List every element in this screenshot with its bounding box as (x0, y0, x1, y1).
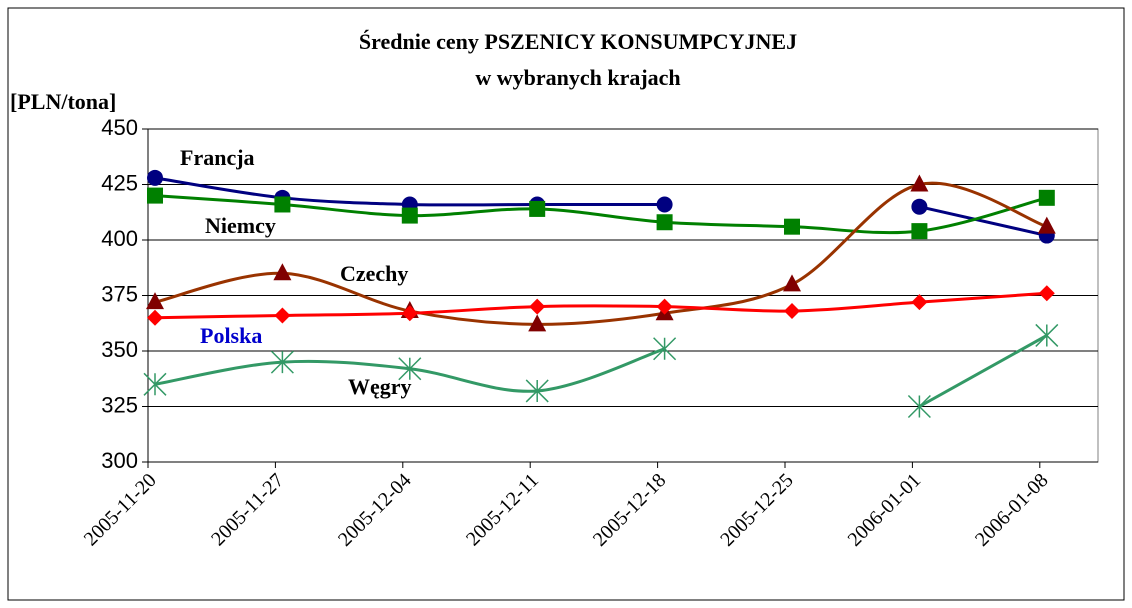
marker (1037, 216, 1056, 234)
marker (146, 292, 164, 310)
marker (273, 263, 292, 281)
y-tick-label: 300 (101, 448, 138, 473)
series-line (154, 291, 1047, 320)
marker (1038, 285, 1055, 302)
marker (907, 394, 931, 419)
series-line (154, 194, 1048, 235)
y-axis-label: [PLN/tona] (10, 89, 116, 114)
chart-subtitle: w wybranych krajach (475, 65, 680, 90)
marker (147, 309, 163, 326)
marker (401, 305, 418, 322)
y-tick-label: 425 (101, 170, 138, 195)
series-line (154, 181, 1048, 326)
series-line (918, 334, 1048, 408)
series-label: Niemcy (205, 213, 276, 238)
marker (784, 303, 800, 320)
marker (1038, 189, 1055, 206)
marker (1035, 323, 1059, 347)
marker (401, 207, 418, 224)
marker (274, 307, 291, 324)
marker (656, 196, 673, 213)
marker (656, 214, 673, 231)
y-tick-label: 325 (101, 392, 138, 417)
y-tick-label: 375 (101, 281, 138, 306)
y-tick-label: 450 (101, 115, 138, 140)
chart-title: Średnie ceny PSZENICY KONSUMPCYJNEJ (359, 29, 797, 54)
marker (525, 379, 549, 403)
marker (911, 198, 928, 215)
marker (147, 169, 163, 186)
marker (274, 196, 291, 213)
marker (911, 223, 928, 240)
marker (784, 218, 800, 235)
marker (656, 298, 673, 315)
marker (529, 200, 546, 217)
marker (143, 372, 167, 396)
marker (147, 187, 163, 204)
marker (529, 298, 546, 315)
series-label: Węgry (348, 374, 412, 399)
marker (783, 274, 801, 292)
series-label: Polska (200, 323, 262, 348)
series-label: Czechy (340, 261, 408, 286)
marker (653, 337, 677, 361)
series-label: Francja (180, 145, 255, 170)
marker (398, 357, 422, 381)
marker (910, 174, 929, 192)
series-line (919, 205, 1048, 238)
marker (528, 314, 547, 332)
y-tick-label: 350 (101, 337, 138, 362)
y-tick-label: 400 (101, 226, 138, 251)
marker (911, 294, 928, 311)
marker (270, 350, 294, 374)
